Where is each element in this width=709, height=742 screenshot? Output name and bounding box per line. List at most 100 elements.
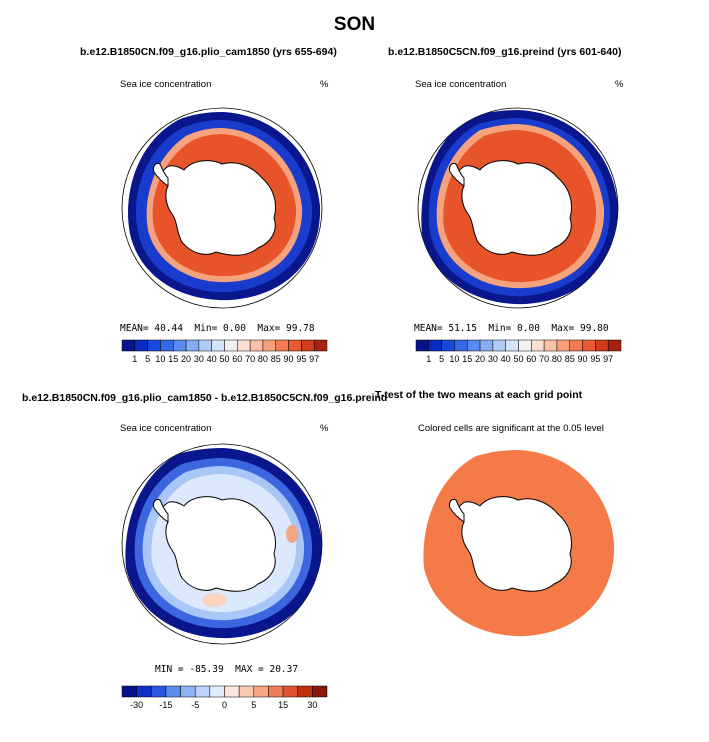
panel-2-colorbar-tick-label: 20 [475,354,485,364]
panel-2-colorbar-swatch [607,339,622,352]
panel-1-min-value: 0.00 [223,323,246,334]
panel-3-colorbar-swatch [268,685,284,698]
panel-2-colorbar-swatch [543,339,558,352]
panel-1-colorbar-tick-label: 1 [132,354,137,364]
panel-1-colorbar-tick-label: 70 [245,354,255,364]
panel-1-colorbar-tick-label: 15 [168,354,178,364]
panel-2-colorbar: 1 5 10 15 20 30 40 50 60 70 80 85 90 95 97 [415,339,622,364]
panel-1-stats: MEAN= 40.44 Min= 0.00 Max= 99.78 [120,323,315,334]
panel-1-colorbar-swatch [262,339,276,352]
panel-1-max-label: Max= [257,323,281,334]
panel-2-colorbar-tick-label: 15 [462,354,472,364]
panel-2-colorbar-tick-label: 80 [552,354,562,364]
panel-3-colorbar-swatch [180,685,196,698]
panel-3-min-label: MIN = [155,664,184,675]
panel-1-colorbar-swatch [134,339,148,352]
panel-3-units-label: % [320,423,329,434]
panel-1-colorbar-swatch [275,339,289,352]
panel-2-colorbar-tick-label: 70 [539,354,549,364]
panel-4-subtitle: Colored cells are significant at the 0.0… [418,423,604,434]
panel-3-colorbar-tick-label: 5 [251,700,256,710]
panel-3-min-value: -85.39 [189,664,224,675]
panel-1-variable-label: Sea ice concentration [120,79,212,90]
panel-2-colorbar-tick-label: 95 [590,354,600,364]
panel-2-colorbar-swatch [441,339,455,352]
panel-3-positive-anomaly-3 [202,593,226,607]
panel-2-colorbar-swatch [595,339,609,352]
panel-3-colorbar-tick-label: -30 [130,700,143,710]
panel-2-colorbar-tick-label: 30 [488,354,498,364]
panel-2-colorbar-tick-label: 50 [513,354,523,364]
panel-1-colorbar-tick-label: 30 [194,354,204,364]
panel-3-colorbar-tick-label: 30 [307,700,317,710]
panel-1-map [121,107,323,309]
panel-1-colorbar-swatch [313,339,328,352]
panel-3-colorbar-tick-label: -15 [159,700,172,710]
panel-1-colorbar-swatch [185,339,200,352]
panel-3-variable-label: Sea ice concentration [120,423,212,434]
panel-2-colorbar-swatch [505,339,519,352]
panel-3-colorbar-tick-label: -5 [191,700,199,710]
panel-3-stats: MIN = -85.39 MAX = 20.37 [155,664,298,675]
panel-3-colorbar: -30 -15 -5 0 5 15 30 [121,685,328,710]
panel-4-map [423,450,615,637]
panel-1-colorbar-tick-label: 85 [271,354,281,364]
panel-2-colorbar-tick-label: 10 [449,354,459,364]
panel-2-colorbar-tick-label: 90 [578,354,588,364]
panel-2-colorbar-swatch [582,339,596,352]
panel-1-colorbar-tick-label: 90 [284,354,294,364]
panel-3-colorbar-tick-label: 15 [278,700,288,710]
panel-3-colorbar-swatch [282,685,298,698]
panel-1-colorbar-swatch [121,339,136,352]
panel-2-units-label: % [615,79,624,90]
panel-2-colorbar-tick-label: 1 [426,354,431,364]
panel-1-colorbar-swatch [237,339,251,352]
panel-2-colorbar-swatch [479,339,494,352]
panel-3-map [121,443,323,645]
panel-2-map [417,107,619,309]
panel-3-max-value: 20.37 [269,664,299,675]
panel-1-colorbar-swatch [173,339,187,352]
figure-title: SON [333,14,376,35]
panel-1-units-label: % [320,79,329,90]
panel-1-colorbar-swatch [160,339,174,352]
panel-3-colorbar-tick-label: 0 [222,700,227,710]
panel-1-colorbar: 1 5 10 15 20 30 40 50 60 70 80 85 90 95 97 [121,339,328,364]
panel-3-colorbar-swatch [238,685,255,698]
panel-1-colorbar-tick-label: 5 [145,354,150,364]
panel-2-max-value: 99.80 [580,323,609,334]
panel-4-title: T-test of the two means at each grid poi… [375,389,583,401]
panel-1-mean-label: MEAN= [120,323,149,334]
panel-1-colorbar-tick-label: 95 [296,354,306,364]
panel-2-colorbar-tick-label: 40 [501,354,511,364]
panel-1-colorbar-tick-label: 40 [207,354,217,364]
panel-1-colorbar-tick-label: 10 [155,354,165,364]
panel-2-colorbar-swatch [492,339,506,352]
panel-3-max-label: MAX = [235,664,264,675]
panel-2-mean-label: MEAN= [414,323,443,334]
panel-2-max-label: Max= [551,323,575,334]
panel-2-colorbar-swatch [454,339,468,352]
panel-2-stats: MEAN= 51.15 Min= 0.00 Max= 99.80 [414,323,609,334]
panel-3-colorbar-swatch [151,685,167,698]
panel-3-title: b.e12.B1850CN.f09_g16.plio_cam1850 - b.e… [22,392,388,404]
panel-1-colorbar-swatch [224,339,238,352]
panel-1-colorbar-swatch [301,339,315,352]
panel-2-mean-value: 51.15 [448,323,477,334]
panel-1-colorbar-swatch [211,339,225,352]
panel-3-colorbar-swatch [121,685,137,698]
panel-1-colorbar-swatch [288,339,302,352]
panel-2-title: b.e12.B1850C5CN.f09_g16.preind (yrs 601-… [388,46,622,58]
panel-1-colorbar-swatch [198,339,212,352]
panel-2-colorbar-swatch [428,339,442,352]
panel-2-colorbar-swatch [467,339,481,352]
panel-1-max-value: 99.78 [286,323,315,334]
panel-2-colorbar-tick-label: 5 [439,354,444,364]
panel-3-colorbar-swatch [253,685,269,698]
panel-1-colorbar-swatch [147,339,161,352]
panel-1-colorbar-tick-label: 60 [232,354,242,364]
panel-1-colorbar-tick-label: 97 [309,354,319,364]
panel-1-mean-value: 40.44 [154,323,183,334]
panel-2-variable-label: Sea ice concentration [415,79,507,90]
